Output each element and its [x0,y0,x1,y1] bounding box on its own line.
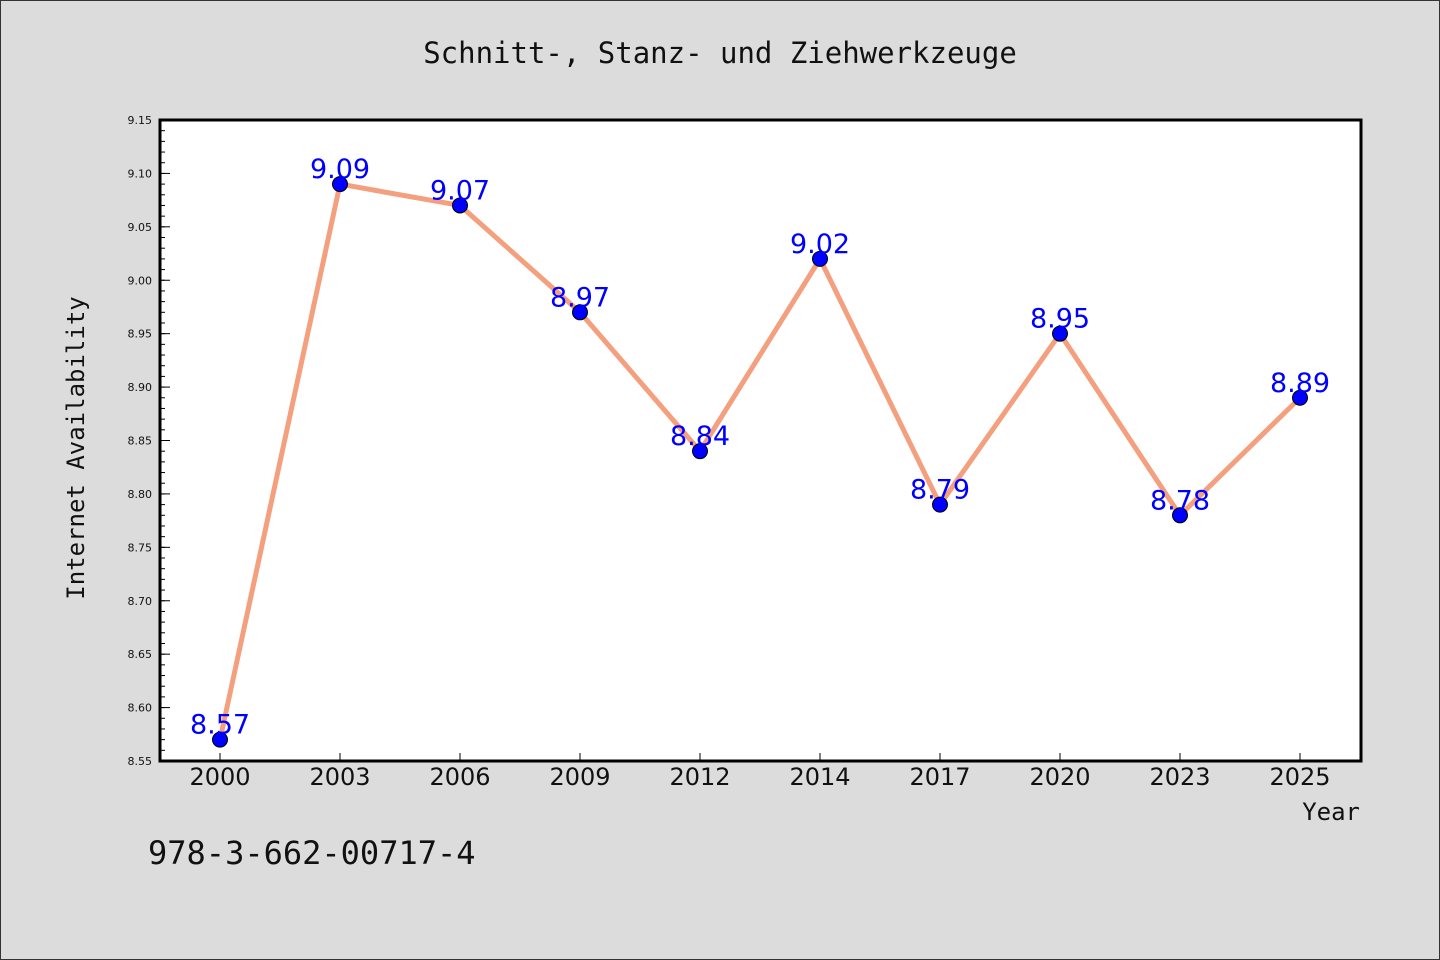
x-tick-label: 2012 [669,763,730,791]
data-label: 8.89 [1270,368,1330,399]
series-layer: 8.57 9.09 9.07 8.97 8.84 9.02 8.79 8.95 8.78 8.89 [190,154,1330,748]
y-axis: 8.55 8.60 8.65 8.70 8.75 8.80 8.85 8.90 8.95 9.00… [128,114,170,768]
x-tick-label: 2025 [1269,763,1330,791]
y-axis-label: Internet Availability [62,296,90,599]
data-label: 8.78 [1150,485,1210,516]
y-tick-label: 8.55 [128,755,153,768]
data-label: 8.97 [550,282,610,313]
x-axis: 2000 2003 2006 2009 2012 2014 2017 2020 2023 2025 [189,753,1331,791]
y-tick-label: 8.80 [128,488,153,501]
data-point [1172,507,1188,524]
data-label: 8.57 [190,710,250,741]
data-point [1052,325,1068,342]
x-tick-label: 2020 [1029,763,1090,791]
y-tick-label: 8.85 [128,435,153,448]
y-tick-label: 8.75 [128,541,153,554]
x-tick-label: 2006 [429,763,490,791]
y-tick-label: 8.65 [128,648,153,661]
data-point [572,304,588,321]
data-point [212,731,228,748]
y-tick-label: 8.90 [128,381,153,394]
x-axis-label: Year [1302,798,1360,826]
plot-area [158,118,1363,763]
chart-title: Schnitt-, Stanz- und Ziehwerkzeuge [423,36,1017,70]
y-tick-label: 9.00 [128,274,153,287]
series-line [217,181,1303,743]
data-label: 9.09 [310,154,370,185]
y-tick-label: 8.95 [128,328,153,341]
y-tick-label: 9.10 [128,167,153,180]
data-label: 9.02 [790,229,850,260]
data-point [932,496,948,513]
data-label: 9.07 [430,175,490,206]
x-tick-label: 2003 [309,763,370,791]
data-point [332,176,348,193]
x-tick-label: 2017 [909,763,970,791]
data-label: 8.79 [910,475,970,506]
x-tick-label: 2014 [789,763,850,791]
y-tick-label: 8.60 [128,702,153,715]
y-tick-label: 8.70 [128,595,153,608]
data-label: 8.95 [1030,304,1090,335]
x-tick-label: 2009 [549,763,610,791]
data-point [692,443,708,460]
y-tick-label: 9.05 [128,221,153,234]
data-point [812,250,828,267]
y-tick-label: 9.15 [128,114,153,127]
footer-isbn: 978-3-662-00717-4 [148,834,476,872]
data-label: 8.84 [670,421,730,452]
data-point [1292,389,1308,406]
x-tick-label: 2000 [189,763,250,791]
x-tick-label: 2023 [1149,763,1210,791]
data-point [452,197,468,214]
